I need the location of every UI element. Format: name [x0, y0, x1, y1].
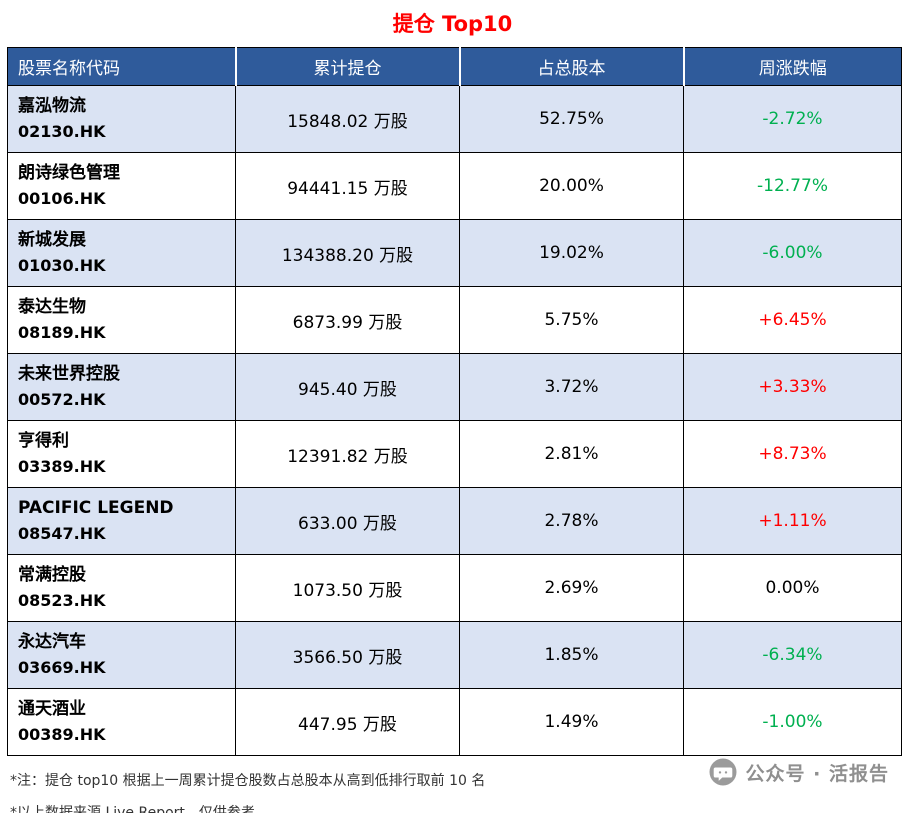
weekly-change-cell: -6.00%: [683, 219, 902, 287]
weekly-change-cell: 0.00%: [683, 554, 902, 622]
stock-code: 08189.HK: [18, 322, 106, 342]
top10-table: 股票名称代码 累计提仓 占总股本 周涨跌幅 嘉泓物流 02130.HK 1584…: [7, 47, 902, 756]
table-row: 嘉泓物流 02130.HK 15848.02 万股 52.75% -2.72%: [7, 85, 902, 153]
stock-code: 00572.HK: [18, 389, 106, 409]
pct-of-shares-cell: 2.78%: [459, 487, 684, 555]
stock-code: 02130.HK: [18, 121, 106, 141]
watermark-label: 公众号 · 活报告: [745, 762, 889, 785]
table-header: 股票名称代码 累计提仓 占总股本 周涨跌幅: [7, 47, 902, 86]
weekly-change-cell: +6.45%: [683, 286, 902, 354]
stock-code: 03669.HK: [18, 657, 106, 677]
pct-of-shares-cell: 52.75%: [459, 85, 684, 153]
weekly-change-cell: +8.73%: [683, 420, 902, 488]
stock-cell: 亨得利 03389.HK: [7, 420, 236, 488]
stock-cell: 常满控股 08523.HK: [7, 554, 236, 622]
stock-name: 朗诗绿色管理: [18, 163, 120, 184]
pct-of-shares-cell: 5.75%: [459, 286, 684, 354]
header-weekly-change: 周涨跌幅: [682, 47, 902, 86]
table-row: PACIFIC LEGEND 08547.HK 633.00 万股 2.78% …: [7, 487, 902, 555]
stock-cell: PACIFIC LEGEND 08547.HK: [7, 487, 236, 555]
stock-cell: 嘉泓物流 02130.HK: [7, 85, 236, 153]
stock-code: 03389.HK: [18, 456, 106, 476]
header-cumulative-volume: 累计提仓: [234, 47, 460, 86]
page-title: 提仓 Top10: [392, 12, 513, 36]
header-stock-name-code: 股票名称代码: [7, 47, 236, 86]
stock-code: 01030.HK: [18, 255, 106, 275]
stock-name: 永达汽车: [18, 632, 86, 653]
stock-name: 亨得利: [18, 431, 69, 452]
table-row: 未来世界控股 00572.HK 945.40 万股 3.72% +3.33%: [7, 353, 902, 421]
stock-code: 08523.HK: [18, 590, 106, 610]
table-row: 泰达生物 08189.HK 6873.99 万股 5.75% +6.45%: [7, 286, 902, 354]
weekly-change-cell: -2.72%: [683, 85, 902, 153]
stock-cell: 泰达生物 08189.HK: [7, 286, 236, 354]
footnotes: *注：提仓 top10 根据上一周累计提仓股数占总股本从高到低排行取前 10 名…: [10, 770, 905, 813]
stock-cell: 未来世界控股 00572.HK: [7, 353, 236, 421]
footnote-source: *以上数据来源 Live Report，仅供参考: [10, 805, 255, 813]
stock-name: 常满控股: [18, 565, 86, 586]
stock-code: 08547.HK: [18, 523, 106, 543]
cumulative-volume-cell: 633.00 万股: [235, 487, 460, 555]
pct-of-shares-cell: 1.85%: [459, 621, 684, 689]
table-row: 朗诗绿色管理 00106.HK 94441.15 万股 20.00% -12.7…: [7, 152, 902, 220]
pct-of-shares-cell: 19.02%: [459, 219, 684, 287]
stock-code: 00106.HK: [18, 188, 106, 208]
wechat-official-account-icon: [709, 758, 737, 786]
cumulative-volume-cell: 1073.50 万股: [235, 554, 460, 622]
pct-of-shares-cell: 1.49%: [459, 688, 684, 756]
footnote-methodology: *注：提仓 top10 根据上一周累计提仓股数占总股本从高到低排行取前 10 名: [10, 773, 486, 789]
cumulative-volume-cell: 12391.82 万股: [235, 420, 460, 488]
table-row: 亨得利 03389.HK 12391.82 万股 2.81% +8.73%: [7, 420, 902, 488]
stock-cell: 通天酒业 00389.HK: [7, 688, 236, 756]
stock-name: 嘉泓物流: [18, 96, 86, 117]
stock-cell: 新城发展 01030.HK: [7, 219, 236, 287]
stock-name: 通天酒业: [18, 699, 86, 720]
table-row: 永达汽车 03669.HK 3566.50 万股 1.85% -6.34%: [7, 621, 902, 689]
stock-code: 00389.HK: [18, 724, 106, 744]
watermark: 公众号 · 活报告: [709, 758, 889, 786]
header-pct-of-shares: 占总股本: [458, 47, 684, 86]
weekly-change-cell: -6.34%: [683, 621, 902, 689]
table-row: 通天酒业 00389.HK 447.95 万股 1.49% -1.00%: [7, 688, 902, 756]
weekly-change-cell: +1.11%: [683, 487, 902, 555]
weekly-change-cell: -1.00%: [683, 688, 902, 756]
weekly-change-cell: -12.77%: [683, 152, 902, 220]
cumulative-volume-cell: 94441.15 万股: [235, 152, 460, 220]
table-row: 常满控股 08523.HK 1073.50 万股 2.69% 0.00%: [7, 554, 902, 622]
stock-name: PACIFIC LEGEND: [18, 498, 174, 519]
pct-of-shares-cell: 2.69%: [459, 554, 684, 622]
pct-of-shares-cell: 20.00%: [459, 152, 684, 220]
cumulative-volume-cell: 6873.99 万股: [235, 286, 460, 354]
stock-cell: 永达汽车 03669.HK: [7, 621, 236, 689]
table-body: 嘉泓物流 02130.HK 15848.02 万股 52.75% -2.72% …: [7, 85, 902, 756]
weekly-change-cell: +3.33%: [683, 353, 902, 421]
cumulative-volume-cell: 945.40 万股: [235, 353, 460, 421]
cumulative-volume-cell: 15848.02 万股: [235, 85, 460, 153]
stock-cell: 朗诗绿色管理 00106.HK: [7, 152, 236, 220]
table-row: 新城发展 01030.HK 134388.20 万股 19.02% -6.00%: [7, 219, 902, 287]
stock-name: 泰达生物: [18, 297, 86, 318]
cumulative-volume-cell: 447.95 万股: [235, 688, 460, 756]
cumulative-volume-cell: 3566.50 万股: [235, 621, 460, 689]
pct-of-shares-cell: 3.72%: [459, 353, 684, 421]
stock-name: 未来世界控股: [18, 364, 120, 385]
header-row: 股票名称代码 累计提仓 占总股本 周涨跌幅: [7, 47, 902, 86]
stock-name: 新城发展: [18, 230, 86, 251]
pct-of-shares-cell: 2.81%: [459, 420, 684, 488]
cumulative-volume-cell: 134388.20 万股: [235, 219, 460, 287]
